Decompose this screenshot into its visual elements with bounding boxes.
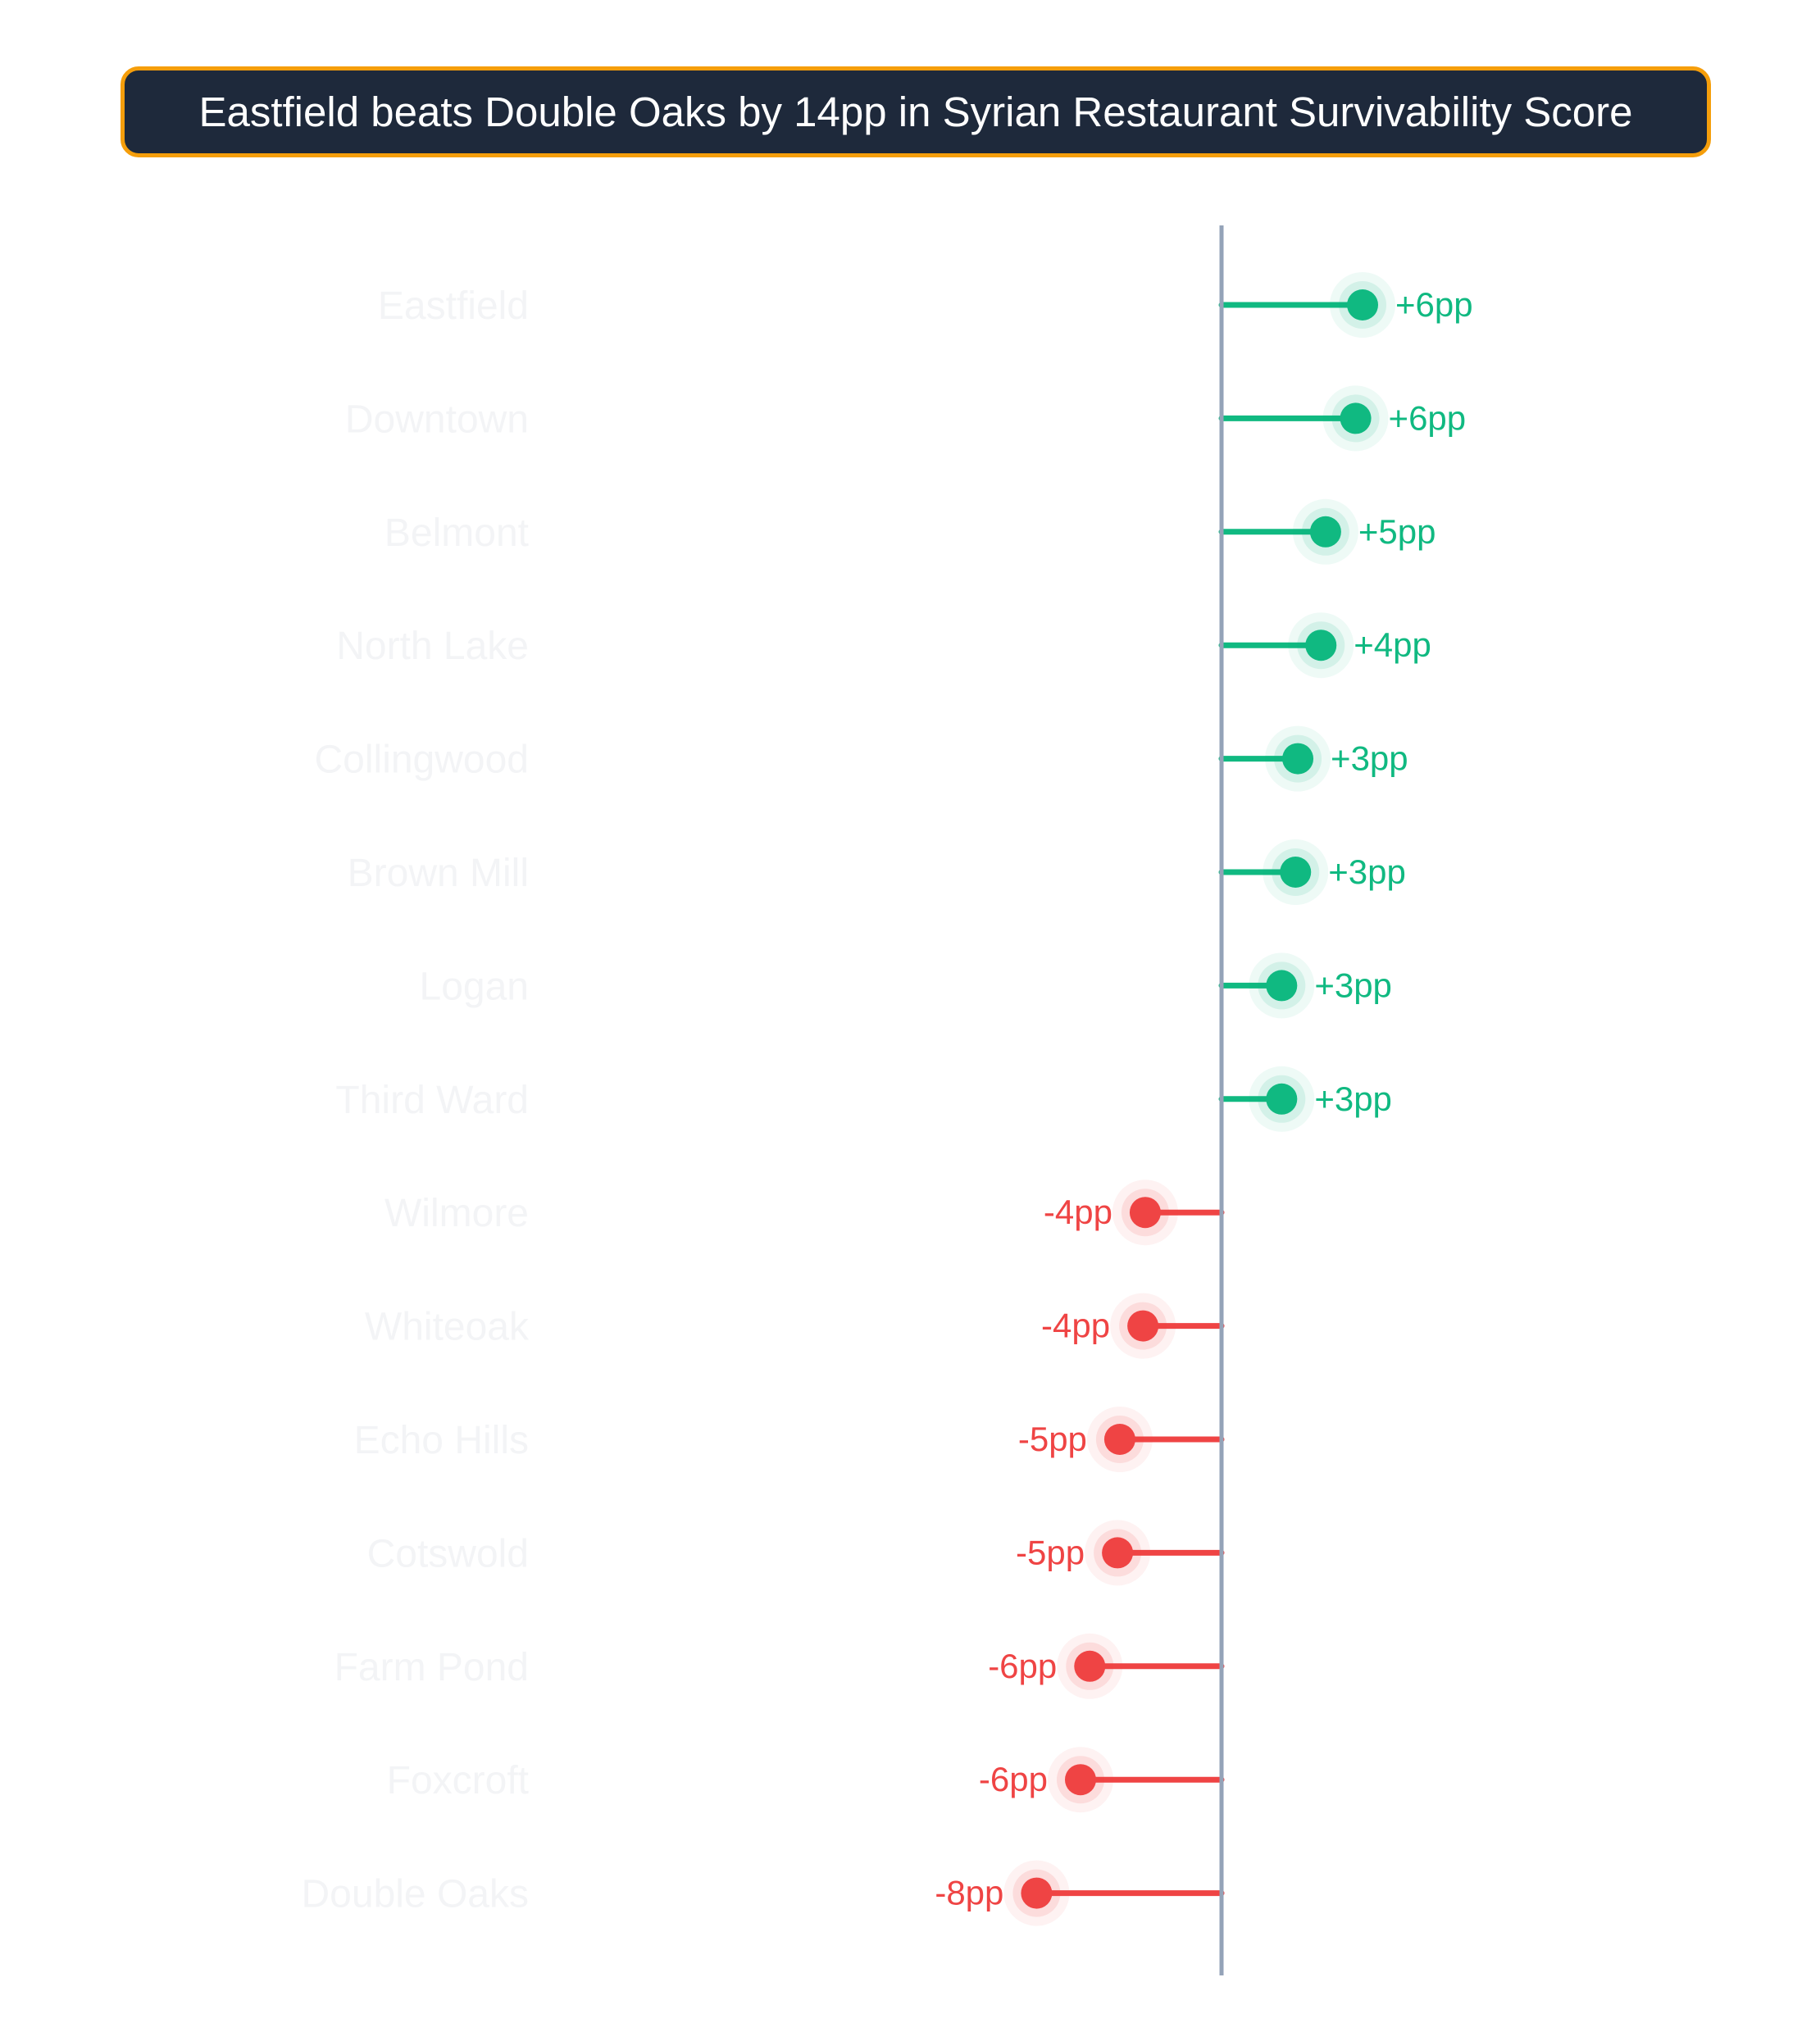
category-label: Downtown — [345, 398, 529, 441]
value-label: -4pp — [1044, 1193, 1112, 1231]
lollipop-dot — [1309, 516, 1341, 548]
lollipop-dot — [1280, 857, 1312, 888]
value-label: +6pp — [1395, 285, 1473, 324]
value-label: +3pp — [1328, 852, 1406, 891]
lollipop-dot — [1102, 1537, 1134, 1569]
chart-title-box: Eastfield beats Double Oaks by 14pp in S… — [121, 66, 1711, 157]
category-label: Whiteoak — [365, 1306, 530, 1349]
value-label: +5pp — [1358, 512, 1436, 551]
value-label: +3pp — [1331, 739, 1408, 778]
lollipop-dot — [1266, 1083, 1298, 1115]
value-label: +3pp — [1314, 966, 1392, 1004]
category-label: Eastfield — [378, 284, 529, 328]
lollipop-dot — [1021, 1877, 1053, 1909]
value-label: -5pp — [1016, 1533, 1085, 1571]
value-label: -4pp — [1041, 1307, 1110, 1345]
category-label: Logan — [420, 965, 529, 1008]
value-label: -6pp — [979, 1760, 1048, 1798]
lollipop-dot — [1305, 630, 1337, 661]
value-label: -6pp — [988, 1647, 1057, 1685]
category-label: Collingwood — [315, 739, 530, 782]
category-label: Belmont — [384, 511, 529, 555]
lollipop-dot — [1064, 1764, 1096, 1796]
lollipop-dot — [1103, 1424, 1135, 1455]
lollipop-dot — [1266, 970, 1298, 1002]
category-label: Farm Pond — [334, 1646, 529, 1689]
value-label: +6pp — [1389, 398, 1467, 437]
category-label: Brown Mill — [348, 852, 529, 895]
category-label: Third Ward — [335, 1079, 529, 1122]
lollipop-dot — [1340, 402, 1372, 434]
category-label: North Lake — [336, 625, 529, 668]
lollipop-dot — [1074, 1650, 1106, 1682]
lollipop-dot — [1282, 743, 1314, 775]
lollipop-dot — [1129, 1197, 1161, 1229]
category-label: Double Oaks — [302, 1873, 529, 1916]
category-label: Wilmore — [384, 1192, 529, 1235]
chart-title: Eastfield beats Double Oaks by 14pp in S… — [198, 89, 1633, 135]
lollipop-dot — [1347, 289, 1379, 320]
lollipop-dot — [1127, 1310, 1159, 1342]
chart-marks: Eastfield +6pp Downtown +6pp Belmont +5pp Nort… — [302, 272, 1473, 1926]
category-label: Echo Hills — [354, 1419, 529, 1462]
value-label: +3pp — [1314, 1080, 1392, 1118]
category-label: Cotswold — [367, 1532, 529, 1575]
value-label: +4pp — [1354, 625, 1431, 664]
value-label: -5pp — [1018, 1420, 1087, 1458]
category-label: Foxcroft — [387, 1759, 529, 1802]
value-label: -8pp — [935, 1874, 1003, 1912]
